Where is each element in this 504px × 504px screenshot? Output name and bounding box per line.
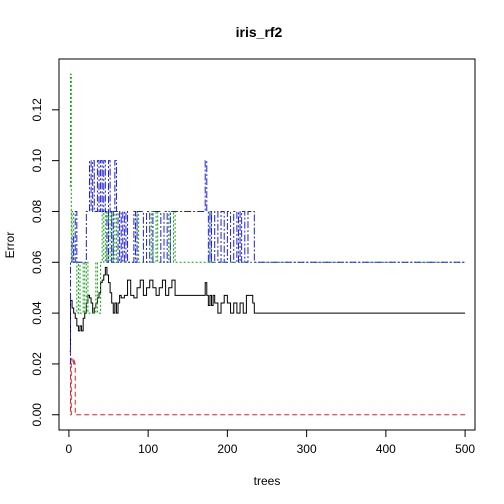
series-line-4 <box>69 160 466 365</box>
chart-title: iris_rf2 <box>236 24 283 40</box>
y-tick-label: 0.06 <box>30 250 44 274</box>
x-tick-label: 200 <box>217 442 237 456</box>
y-tick-label: 0.08 <box>30 199 44 223</box>
y-axis-label: Error <box>3 232 17 259</box>
y-tick-label: 0.12 <box>30 98 44 122</box>
y-tick-label: 0.02 <box>30 352 44 376</box>
series-layer <box>69 73 466 416</box>
y-tick-label: 0.00 <box>30 403 44 427</box>
series-line-1 <box>69 266 466 352</box>
series-line-2 <box>69 350 466 416</box>
y-tick-label: 0.10 <box>30 149 44 173</box>
x-tick-label: 300 <box>297 442 317 456</box>
x-axis-label: trees <box>254 474 281 488</box>
x-tick-label: 500 <box>455 442 475 456</box>
x-tick-label: 0 <box>66 442 73 456</box>
y-tick-label: 0.04 <box>30 301 44 325</box>
y-axis: 0.00 0.02 0.04 0.06 0.08 0.10 0.12 <box>30 98 60 427</box>
x-tick-label: 100 <box>138 442 158 456</box>
x-tick-label: 400 <box>376 442 396 456</box>
x-axis: 0 100 200 300 400 500 <box>66 429 475 456</box>
series-line-3 <box>69 73 466 314</box>
